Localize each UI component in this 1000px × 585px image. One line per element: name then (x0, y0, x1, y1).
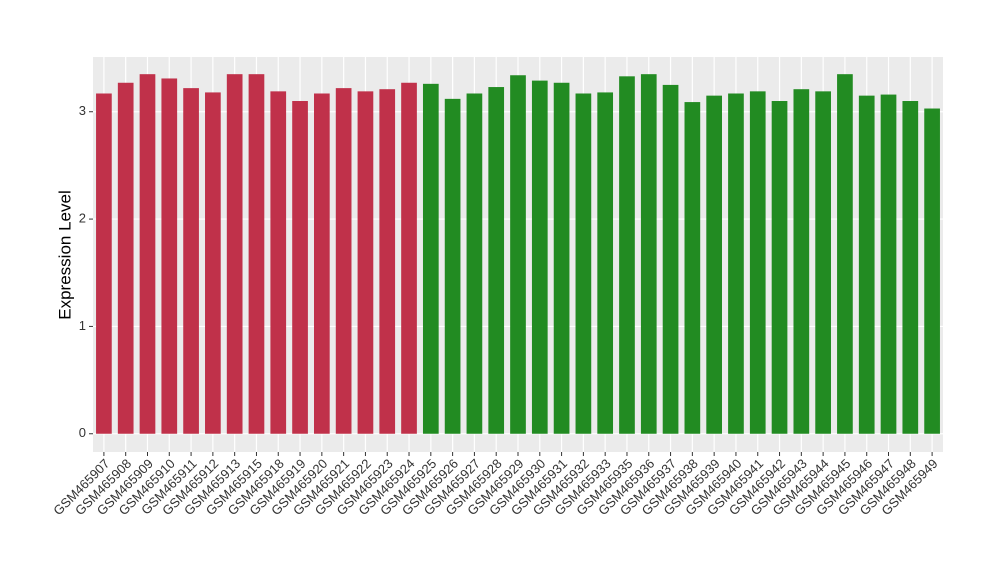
bar (924, 108, 940, 434)
bar (161, 78, 178, 434)
bar (226, 74, 243, 434)
bar (706, 95, 722, 434)
bar (837, 74, 853, 434)
bar (684, 102, 701, 434)
bar (422, 83, 439, 434)
bar (357, 91, 374, 434)
bar (379, 89, 396, 434)
bar (815, 91, 831, 434)
bar (183, 88, 199, 434)
bar (205, 92, 221, 434)
bar (270, 91, 287, 434)
bar (314, 93, 330, 434)
bar (793, 89, 810, 434)
bar (858, 95, 875, 434)
bar (444, 98, 461, 434)
bar (139, 74, 156, 434)
bar (553, 82, 570, 434)
bar (248, 74, 265, 434)
bar (728, 93, 744, 434)
bar (96, 93, 112, 434)
bar (531, 80, 548, 434)
bar (466, 93, 483, 434)
y-tick-label: 0 (79, 425, 86, 440)
y-axis-title: Expression Level (55, 190, 74, 319)
bar (335, 88, 352, 434)
bar (619, 76, 635, 434)
bar (292, 101, 308, 434)
bar (510, 75, 526, 434)
y-tick-label: 3 (79, 103, 86, 118)
bar (640, 74, 657, 434)
bar (902, 101, 919, 434)
bar (488, 87, 505, 434)
bar (749, 91, 766, 434)
bar (117, 82, 134, 434)
bar (771, 101, 788, 434)
bar (662, 84, 679, 434)
bar (401, 82, 417, 434)
y-tick-label: 1 (79, 318, 86, 333)
bar (597, 92, 614, 434)
y-tick-label: 2 (79, 211, 86, 226)
bar (575, 93, 592, 434)
bar (880, 94, 897, 434)
